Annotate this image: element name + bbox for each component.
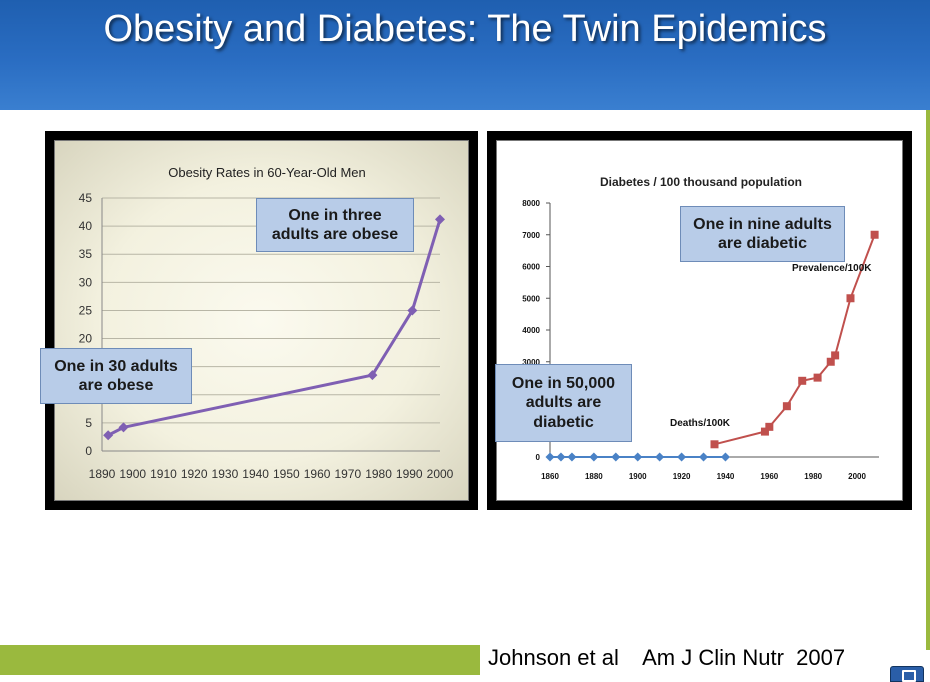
obesity-chart-area: Obesity Rates in 60-Year-Old Men 0510152… <box>54 140 469 501</box>
data-point <box>677 452 687 462</box>
data-point <box>826 357 835 366</box>
data-point <box>545 452 555 462</box>
y-tick-label: 5000 <box>522 294 540 303</box>
data-point <box>556 452 566 462</box>
y-tick-label: 8000 <box>522 199 540 208</box>
data-point <box>798 376 807 385</box>
y-tick-label: 40 <box>79 219 93 233</box>
data-point <box>633 452 643 462</box>
callout-one-in-nine: One in nine adults are diabetic <box>680 206 845 262</box>
x-tick-label: 1930 <box>212 467 239 481</box>
callout-one-in-three: One in three adults are obese <box>256 198 414 252</box>
callout-line: adults are <box>525 394 602 412</box>
callout-line: are obese <box>78 377 154 394</box>
x-tick-label: 1990 <box>396 467 423 481</box>
x-tick-label: 1880 <box>585 472 603 481</box>
callout-line: One in three <box>288 206 382 224</box>
obesity-chart: Obesity Rates in 60-Year-Old Men 0510152… <box>79 165 454 481</box>
callout-line: One in nine adults <box>693 215 832 233</box>
x-tick-label: 1860 <box>541 472 559 481</box>
y-tick-label: 5 <box>85 416 92 430</box>
callout-line: One in 50,000 <box>511 375 616 393</box>
x-tick-label: 1980 <box>365 467 392 481</box>
y-tick-label: 7000 <box>522 231 540 240</box>
citation-text: Johnson et al Am J Clin Nutr 2007 <box>488 645 846 670</box>
callout-one-in-50000: One in 50,000 adults are diabetic <box>495 364 632 442</box>
slide-header: Obesity and Diabetes: The Twin Epidemics <box>0 0 930 110</box>
callout-line: are diabetic <box>718 235 807 252</box>
footer-citation-area <box>480 640 926 682</box>
diabetes-chart: Diabetes / 100 thousand population 0 3000… <box>522 175 879 481</box>
chart-title: Obesity Rates in 60-Year-Old Men <box>168 165 366 180</box>
x-tick-label: 1960 <box>760 472 778 481</box>
callout-one-in-30: One in 30 adults are obese <box>40 348 192 404</box>
data-point <box>870 230 879 239</box>
chart-title: Diabetes / 100 thousand population <box>600 175 802 189</box>
x-tick-label: 1940 <box>242 467 269 481</box>
series-label-prevalence: Prevalence/100K <box>792 263 872 274</box>
callout-line: adults are obese <box>271 226 399 243</box>
data-point <box>699 452 709 462</box>
y-tick-label: 35 <box>79 247 93 261</box>
x-tick-label: 1940 <box>717 472 735 481</box>
data-point <box>760 427 769 436</box>
data-point <box>589 452 599 462</box>
data-point <box>103 430 114 441</box>
data-point <box>655 452 665 462</box>
series-label-deaths: Deaths/100K <box>670 418 731 429</box>
slide-show-icon[interactable] <box>890 666 924 682</box>
right-accent-strip <box>926 110 930 650</box>
x-tick-label: 1920 <box>673 472 691 481</box>
data-point <box>407 305 418 316</box>
data-point <box>813 373 822 382</box>
obesity-chart-frame: Obesity Rates in 60-Year-Old Men 0510152… <box>40 131 478 510</box>
footer-accent-bar <box>0 645 480 675</box>
data-point <box>611 452 621 462</box>
slide-title: Obesity and Diabetes: The Twin Epidemics <box>103 8 827 50</box>
x-tick-label: 1900 <box>629 472 647 481</box>
x-tick-label: 1910 <box>150 467 177 481</box>
data-point <box>765 422 774 431</box>
data-point <box>118 422 129 433</box>
data-point <box>846 294 855 303</box>
y-tick-label: 45 <box>79 191 93 205</box>
y-tick-label: 3000 <box>522 358 540 367</box>
data-point <box>782 402 791 411</box>
x-tick-label: 1970 <box>334 467 361 481</box>
data-point <box>710 440 719 449</box>
y-tick-label: 20 <box>79 332 93 346</box>
data-point <box>435 214 445 225</box>
y-tick-label: 0 <box>85 444 92 458</box>
x-tick-label: 1980 <box>804 472 822 481</box>
y-tick-label: 6000 <box>522 263 540 272</box>
y-tick-label: 25 <box>79 303 93 317</box>
x-tick-label: 1950 <box>273 467 300 481</box>
x-tick-label: 1920 <box>181 467 208 481</box>
y-tick-label: 4000 <box>522 326 540 335</box>
data-point <box>567 452 577 462</box>
data-point <box>720 452 730 462</box>
x-tick-label: 2000 <box>427 467 454 481</box>
x-tick-label: 2000 <box>848 472 866 481</box>
diabetes-chart-frame: Diabetes / 100 thousand population 0 3000… <box>487 131 912 510</box>
callout-line: diabetic <box>533 413 594 431</box>
data-point <box>831 351 840 360</box>
x-tick-label: 1890 <box>89 467 116 481</box>
diabetes-chart-area: Diabetes / 100 thousand population 0 3000… <box>496 140 903 501</box>
y-tick-label: 0 <box>536 453 541 462</box>
x-tick-label: 1900 <box>119 467 146 481</box>
data-point <box>367 370 378 381</box>
x-tick-label: 1960 <box>304 467 331 481</box>
y-tick-label: 30 <box>79 275 93 289</box>
callout-line: One in 30 adults <box>54 357 178 375</box>
